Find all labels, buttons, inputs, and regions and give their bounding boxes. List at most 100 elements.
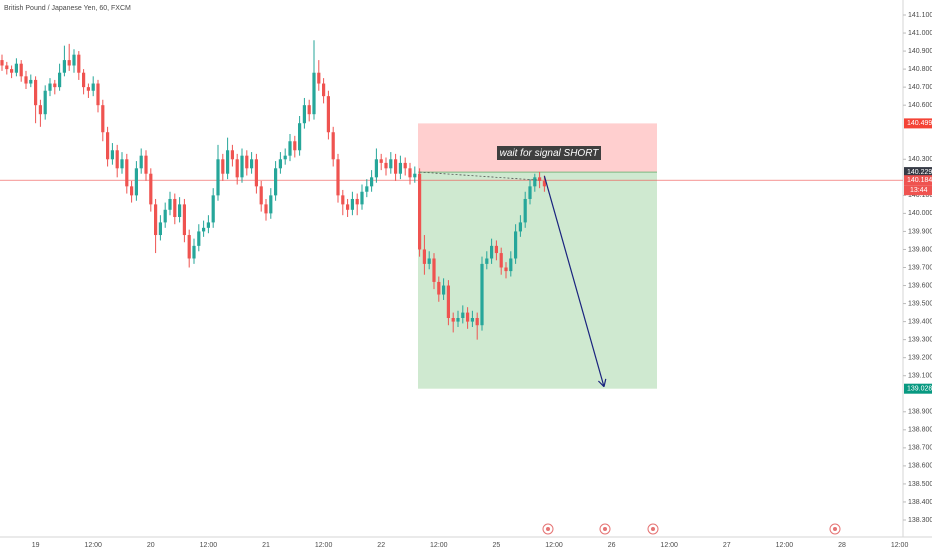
candle-body — [43, 90, 47, 115]
y-tick-label: 139.200 — [908, 355, 932, 362]
candle-body — [202, 227, 206, 232]
candle-body — [518, 222, 522, 232]
x-tick-label: 12:00 — [660, 542, 678, 549]
candle-body — [346, 204, 350, 210]
candle-body — [206, 222, 210, 228]
candle-body — [144, 155, 148, 174]
candle-body — [485, 258, 489, 264]
candle-body — [403, 162, 407, 169]
x-tick-label: 12:00 — [84, 542, 102, 549]
target-label: 139.028 — [907, 386, 932, 393]
stop-label: 140.499 — [907, 120, 932, 127]
candle-body — [466, 312, 470, 322]
candle-body — [91, 83, 95, 91]
candle-body — [101, 105, 105, 133]
event-icon-dot — [603, 527, 607, 531]
target-zone — [418, 172, 657, 389]
candle-body — [293, 141, 297, 151]
candle-body — [490, 245, 494, 259]
candle-body — [331, 132, 335, 160]
candle-body — [53, 83, 57, 88]
event-icon-dot — [651, 527, 655, 531]
candle-body — [355, 198, 359, 205]
candle-body — [38, 105, 42, 115]
candle-body — [19, 63, 23, 77]
candle-body — [154, 204, 158, 236]
candle-body — [187, 235, 191, 259]
x-tick-label: 12:00 — [776, 542, 794, 549]
candle-body — [360, 191, 364, 205]
candle-body — [523, 198, 527, 223]
arrow-head — [597, 380, 605, 388]
x-tick-label: 20 — [147, 542, 155, 549]
candle-body — [408, 168, 412, 178]
candle-body — [192, 245, 196, 259]
y-tick-label: 140.900 — [908, 48, 932, 55]
y-tick-label: 139.100 — [908, 373, 932, 380]
y-tick-label: 140.300 — [908, 156, 932, 163]
y-tick-label: 138.400 — [908, 499, 932, 506]
candle-body — [302, 105, 306, 124]
candle-body — [149, 173, 153, 205]
event-icon-dot — [546, 527, 550, 531]
candle-body — [336, 159, 340, 196]
candle-body — [298, 123, 302, 151]
x-tick-label: 28 — [838, 542, 846, 549]
y-tick-label: 141.100 — [908, 12, 932, 19]
x-tick-label: 12:00 — [200, 542, 218, 549]
candle-body — [514, 231, 518, 259]
candle-body — [110, 150, 114, 160]
candle-body — [264, 204, 268, 214]
y-tick-label: 138.800 — [908, 427, 932, 434]
x-tick-label: 21 — [262, 542, 270, 549]
entry-label: 140.229 — [907, 169, 932, 176]
y-tick-label: 140.800 — [908, 66, 932, 73]
target-badge — [904, 383, 932, 394]
candle-body — [398, 162, 402, 174]
y-tick-label: 139.900 — [908, 228, 932, 235]
candle-body — [58, 72, 62, 88]
countdown-badge — [904, 185, 932, 196]
candle-body — [158, 222, 162, 236]
y-tick-label: 140.000 — [908, 210, 932, 217]
candle-body — [163, 209, 167, 223]
candle-body — [130, 186, 134, 196]
candle-body — [5, 65, 9, 70]
candle-body — [182, 204, 186, 236]
candle-body — [14, 63, 18, 73]
candle-body — [115, 150, 119, 169]
candle-body — [504, 267, 508, 272]
y-tick-label: 139.800 — [908, 246, 932, 253]
candle-body — [341, 195, 345, 205]
candle-body — [48, 83, 52, 91]
candle-body — [269, 195, 273, 214]
candle-body — [370, 177, 374, 187]
y-tick-label: 140.700 — [908, 84, 932, 91]
candle-body — [10, 69, 14, 73]
arrow-head — [603, 378, 607, 387]
stop-badge — [904, 118, 932, 129]
candle-body — [221, 159, 225, 174]
candle-body — [77, 54, 81, 73]
candle-body — [235, 159, 239, 178]
candle-body — [62, 60, 66, 73]
candle-body — [389, 159, 393, 169]
candle-body — [427, 258, 431, 264]
candle-body — [451, 318, 455, 322]
candle-body — [259, 186, 263, 205]
candle-body — [168, 198, 172, 210]
y-tick-label: 141.000 — [908, 30, 932, 37]
candle-body — [374, 159, 378, 178]
candle-body — [422, 249, 426, 264]
annotation-box — [497, 146, 601, 160]
candle-body — [317, 72, 321, 84]
candle-body — [211, 195, 215, 223]
candle-body — [442, 285, 446, 295]
candle-body — [475, 318, 479, 326]
candle-body — [533, 177, 537, 187]
candle-body — [134, 168, 138, 196]
trade-line — [419, 171, 540, 181]
candle-body — [72, 54, 76, 66]
candle-body — [288, 141, 292, 156]
